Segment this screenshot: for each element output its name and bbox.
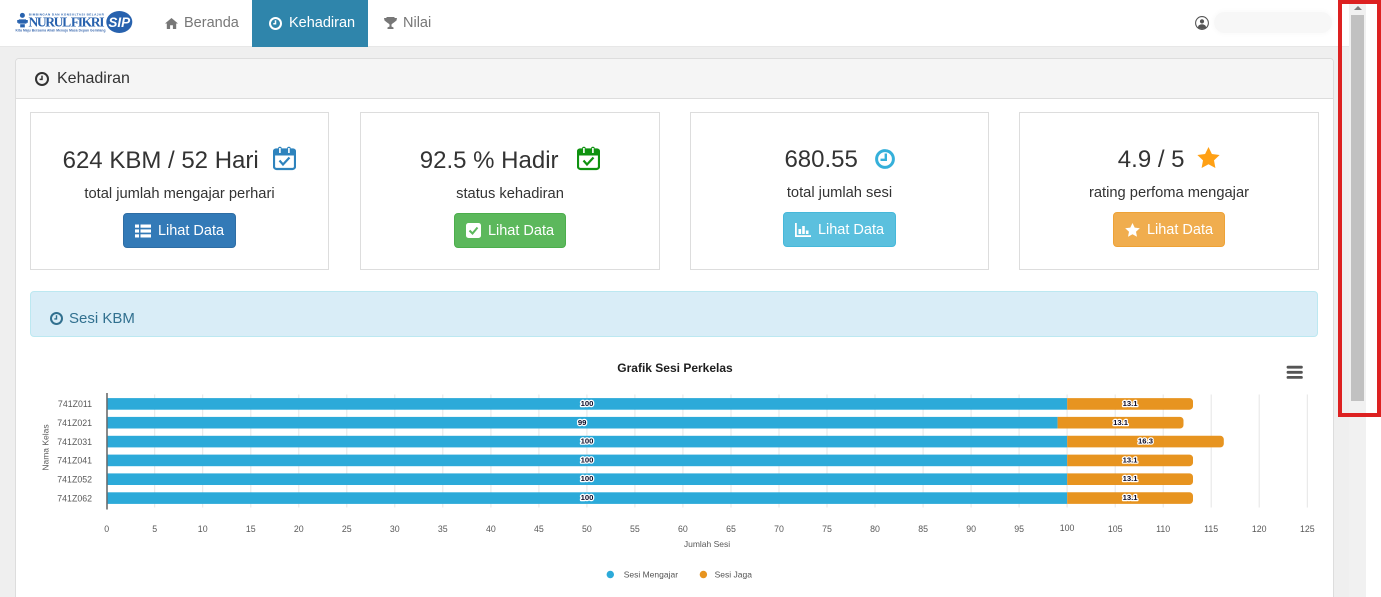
svg-text:125: 125 xyxy=(1300,524,1315,534)
svg-text:110: 110 xyxy=(1156,524,1170,534)
svg-text:100: 100 xyxy=(581,437,594,446)
svg-text:35: 35 xyxy=(438,524,448,534)
svg-text:70: 70 xyxy=(774,524,784,534)
svg-text:16.3: 16.3 xyxy=(1138,437,1153,446)
svg-text:741Z052: 741Z052 xyxy=(57,474,92,484)
svg-text:741Z021: 741Z021 xyxy=(57,418,92,428)
svg-text:10: 10 xyxy=(198,524,208,534)
svg-text:100: 100 xyxy=(581,455,594,464)
svg-text:90: 90 xyxy=(966,524,976,534)
svg-text:741Z062: 741Z062 xyxy=(57,493,92,503)
svg-text:99: 99 xyxy=(578,418,587,427)
svg-text:SIP: SIP xyxy=(108,15,131,30)
svg-text:BIMBINGAN DAN KONSULTASI BELAJ: BIMBINGAN DAN KONSULTASI BELAJAR xyxy=(29,13,105,17)
svg-text:Jumlah Sesi: Jumlah Sesi xyxy=(684,539,730,549)
svg-text:105: 105 xyxy=(1108,524,1123,534)
svg-text:13.1: 13.1 xyxy=(1123,399,1139,408)
svg-text:Grafik Sesi Perkelas: Grafik Sesi Perkelas xyxy=(617,361,733,375)
svg-text:65: 65 xyxy=(726,524,736,534)
svg-text:NURUL FIKRI: NURUL FIKRI xyxy=(29,15,105,30)
svg-text:75: 75 xyxy=(822,524,832,534)
svg-text:40: 40 xyxy=(486,524,496,534)
svg-text:95: 95 xyxy=(1014,524,1024,534)
svg-text:45: 45 xyxy=(534,524,544,534)
svg-text:100: 100 xyxy=(1060,523,1075,533)
svg-text:13.1: 13.1 xyxy=(1123,455,1139,464)
svg-text:0: 0 xyxy=(104,524,109,534)
svg-text:100: 100 xyxy=(581,493,594,502)
svg-text:741Z011: 741Z011 xyxy=(58,399,92,409)
svg-text:13.1: 13.1 xyxy=(1123,474,1139,483)
svg-text:Sesi Jaga: Sesi Jaga xyxy=(715,570,753,580)
svg-text:741Z031: 741Z031 xyxy=(57,437,92,447)
svg-text:13.1: 13.1 xyxy=(1123,493,1139,502)
svg-text:85: 85 xyxy=(918,524,928,534)
svg-text:30: 30 xyxy=(390,524,400,534)
svg-text:80: 80 xyxy=(870,524,880,534)
svg-text:Nama Kelas: Nama Kelas xyxy=(40,424,50,470)
svg-text:Sesi Mengajar: Sesi Mengajar xyxy=(624,570,679,580)
svg-text:60: 60 xyxy=(678,524,688,534)
svg-text:55: 55 xyxy=(630,524,640,534)
svg-text:741Z041: 741Z041 xyxy=(57,456,92,466)
svg-text:100: 100 xyxy=(581,399,594,408)
svg-text:13.1: 13.1 xyxy=(1113,418,1129,427)
svg-text:115: 115 xyxy=(1204,524,1218,534)
svg-text:5: 5 xyxy=(152,524,157,534)
svg-text:25: 25 xyxy=(342,524,352,534)
svg-text:120: 120 xyxy=(1252,524,1267,534)
svg-text:100: 100 xyxy=(581,474,594,483)
svg-text:20: 20 xyxy=(294,524,304,534)
svg-text:15: 15 xyxy=(246,524,256,534)
svg-text:Kita Maju Bersama Allah Menuju: Kita Maju Bersama Allah Menuju Masa Depa… xyxy=(16,29,106,33)
svg-text:50: 50 xyxy=(582,524,592,534)
